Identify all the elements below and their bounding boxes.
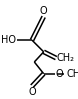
Text: CH₃: CH₃: [66, 69, 78, 79]
Text: CH₂: CH₂: [57, 53, 75, 63]
Text: O: O: [40, 6, 48, 16]
Text: HO: HO: [1, 35, 16, 45]
Text: O: O: [28, 87, 36, 97]
Text: O: O: [55, 69, 63, 79]
